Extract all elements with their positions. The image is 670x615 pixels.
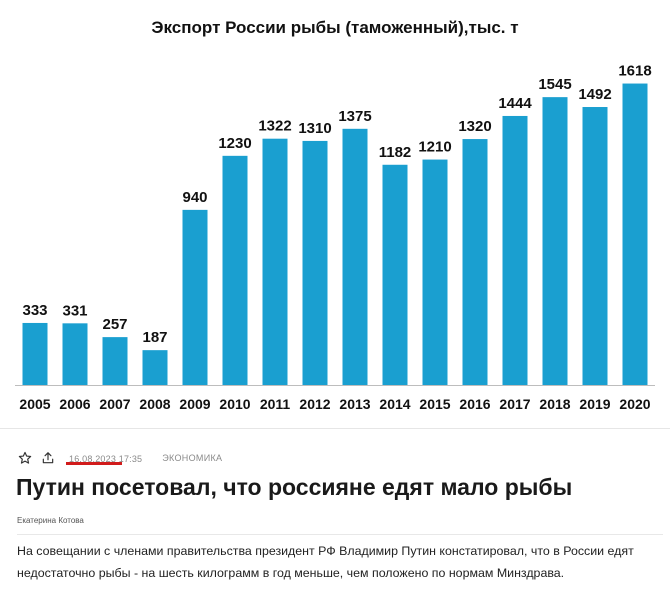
chart-title: Экспорт России рыбы (таможенный),тыс. т <box>151 18 519 37</box>
bar-2020 <box>622 83 648 386</box>
article-date-wrap: 16.08.2023 17:35 <box>66 449 143 467</box>
bar-2013 <box>342 128 368 386</box>
bar-2005 <box>22 322 48 385</box>
x-tick-label-2012: 2012 <box>299 396 330 412</box>
bar-2009 <box>182 209 208 385</box>
x-tick-label-2016: 2016 <box>459 396 490 412</box>
data-label-2020: 1618 <box>618 63 651 80</box>
data-label-2011: 1322 <box>258 118 291 135</box>
x-tick-label-2011: 2011 <box>260 396 291 412</box>
date-highlight-underline <box>66 462 122 465</box>
data-label-2014: 1182 <box>379 144 412 161</box>
x-tick-label-2014: 2014 <box>379 396 410 412</box>
chart-container: Экспорт России рыбы (таможенный),тыс. т … <box>15 18 655 412</box>
x-tick-label-2018: 2018 <box>539 396 570 412</box>
bar-2015 <box>422 159 448 385</box>
article-meta-row: 16.08.2023 17:35 ЭКОНОМИКА <box>17 450 222 466</box>
data-label-2015: 1210 <box>418 139 451 156</box>
data-label-2013: 1375 <box>338 108 371 125</box>
x-tick-label-2015: 2015 <box>419 396 450 412</box>
article-author[interactable]: Екатерина Котова <box>17 516 84 525</box>
x-tick-label-2005: 2005 <box>19 396 50 412</box>
data-label-2017: 1444 <box>498 95 532 112</box>
data-label-2006: 331 <box>62 302 87 319</box>
data-label-2008: 187 <box>142 329 167 346</box>
article-body: На совещании с членами правительства пре… <box>17 544 634 580</box>
data-label-2010: 1230 <box>218 135 251 152</box>
x-tick-label-2013: 2013 <box>339 396 370 412</box>
data-label-2018: 1545 <box>538 76 571 93</box>
bar-2010 <box>222 155 248 385</box>
data-label-2007: 257 <box>102 316 127 333</box>
bar-2017 <box>502 115 528 385</box>
data-label-2009: 940 <box>182 189 207 206</box>
article-title: Путин посетовал, что россияне едят мало … <box>16 474 573 500</box>
x-tick-label-2008: 2008 <box>139 396 170 412</box>
x-tick-label-2007: 2007 <box>99 396 130 412</box>
bar-2018 <box>542 97 568 385</box>
data-label-2016: 1320 <box>458 118 491 135</box>
bar-2008 <box>142 350 168 385</box>
x-tick-label-2019: 2019 <box>579 396 610 412</box>
bar-2012 <box>302 140 328 385</box>
star-outline-icon[interactable] <box>17 450 33 466</box>
x-tick-label-2009: 2009 <box>179 396 210 412</box>
data-label-2012: 1310 <box>298 120 331 137</box>
share-upload-icon[interactable] <box>40 450 56 466</box>
bar-2007 <box>102 337 128 385</box>
bar-2011 <box>262 138 288 385</box>
article-category-link[interactable]: ЭКОНОМИКА <box>162 453 223 463</box>
section-divider <box>0 428 670 429</box>
news-article: 16.08.2023 17:35 ЭКОНОМИКА Путин посетов… <box>0 430 670 615</box>
article-date: 16.08.2023 17:35 <box>69 454 143 464</box>
bar-2016 <box>462 139 488 385</box>
bar-2014 <box>382 164 408 385</box>
data-label-2005: 333 <box>22 302 47 319</box>
x-tick-label-2020: 2020 <box>619 396 650 412</box>
bar-2019 <box>582 107 608 385</box>
bar-chart: 333 2005 331 2006 257 2007 187 2008 940 2009 1230 2… <box>15 63 655 412</box>
x-tick-label-2006: 2006 <box>59 396 90 412</box>
data-label-2019: 1492 <box>578 86 611 103</box>
article-divider <box>17 534 663 535</box>
x-tick-label-2010: 2010 <box>219 396 250 412</box>
x-tick-label-2017: 2017 <box>499 396 530 412</box>
bar-2006 <box>62 323 88 385</box>
